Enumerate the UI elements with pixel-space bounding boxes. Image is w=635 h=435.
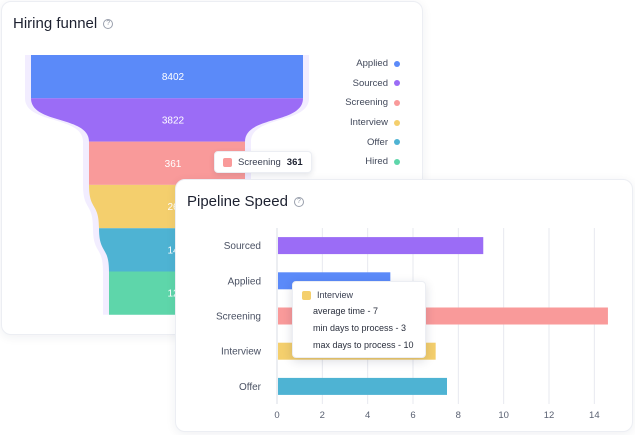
legend-item-offer[interactable]: Offer bbox=[345, 132, 400, 152]
funnel-stage-screening[interactable] bbox=[89, 141, 245, 185]
bar-sourced[interactable] bbox=[278, 237, 484, 255]
funnel-stage-sourced[interactable] bbox=[31, 98, 303, 142]
x-tick-label: 14 bbox=[589, 410, 600, 421]
x-tick-label: 0 bbox=[274, 410, 279, 421]
tooltip-swatch bbox=[302, 290, 311, 300]
legend-dot bbox=[394, 60, 400, 67]
legend-dot bbox=[394, 158, 400, 165]
pipeline-speed-title: Pipeline Speed bbox=[187, 193, 288, 210]
x-tick-label: 12 bbox=[544, 410, 555, 421]
funnel-value-label: 8402 bbox=[162, 72, 185, 83]
tooltip-line: average time - 7 bbox=[313, 305, 379, 316]
legend-dot bbox=[394, 139, 400, 146]
funnel-value-label: 361 bbox=[165, 159, 182, 170]
tooltip-series: Interview bbox=[317, 290, 354, 300]
pipeline-speed-card: Pipeline Speed ? 0 2 4 6 8 10 12 14 Sourced Appli… bbox=[175, 179, 633, 432]
tooltip-label: Screening bbox=[238, 156, 281, 168]
legend-label: Sourced bbox=[352, 77, 388, 89]
legend-item-screening[interactable]: Screening bbox=[345, 93, 400, 113]
legend-item-sourced[interactable]: Sourced bbox=[345, 74, 400, 94]
help-icon[interactable]: ? bbox=[293, 196, 304, 207]
y-category-label: Applied bbox=[228, 276, 261, 287]
x-tick-label: 2 bbox=[320, 410, 325, 421]
legend-item-interview[interactable]: Interview bbox=[345, 113, 400, 133]
legend-dot bbox=[394, 80, 400, 87]
y-category-label: Interview bbox=[221, 347, 262, 358]
legend-label: Screening bbox=[345, 97, 388, 109]
legend-dot bbox=[394, 99, 400, 106]
bar-offer[interactable] bbox=[278, 377, 447, 395]
tooltip-line: min days to process - 3 bbox=[313, 322, 407, 333]
tooltip-swatch bbox=[223, 157, 232, 167]
hiring-funnel-title: Hiring funnel bbox=[13, 15, 98, 32]
y-category-label: Sourced bbox=[224, 241, 261, 252]
help-icon[interactable]: ? bbox=[103, 18, 114, 29]
legend-dot bbox=[394, 119, 400, 126]
legend-label: Applied bbox=[356, 58, 388, 70]
funnel-value-label: 14 bbox=[167, 245, 179, 256]
legend-item-hired[interactable]: Hired bbox=[345, 152, 400, 172]
y-category-label: Offer bbox=[239, 382, 262, 393]
hiring-funnel-title-row: Hiring funnel ? bbox=[13, 15, 114, 32]
x-tick-label: 10 bbox=[498, 410, 509, 421]
legend-label: Hired bbox=[365, 156, 388, 168]
legend-item-applied[interactable]: Applied bbox=[345, 54, 400, 74]
pipeline-speed-title-row: Pipeline Speed ? bbox=[187, 193, 304, 210]
funnel-value-label: 26 bbox=[167, 202, 179, 213]
legend-label: Interview bbox=[349, 117, 388, 129]
speed-tooltip-header: Interview bbox=[293, 288, 425, 302]
hiring-funnel-card: Hiring funnel ? 8402 3822 361 26 14 12 Applie… bbox=[1, 1, 423, 335]
tooltip-value: 361 bbox=[286, 156, 303, 168]
y-category-label: Screening bbox=[216, 312, 261, 323]
funnel-value-label: 3822 bbox=[162, 115, 185, 126]
x-tick-label: 4 bbox=[365, 410, 370, 421]
funnel-tooltip: Screening 361 bbox=[214, 151, 312, 173]
funnel-legend: Applied Sourced Screening Interview Offer Hir… bbox=[345, 54, 400, 172]
funnel-stage-applied[interactable] bbox=[31, 55, 303, 99]
x-tick-label: 8 bbox=[456, 410, 461, 421]
x-tick-label: 6 bbox=[410, 410, 415, 421]
legend-label: Offer bbox=[367, 136, 388, 148]
tooltip-line: max days to process - 10 bbox=[313, 339, 414, 350]
speed-tooltip: Interview average time - 7 min days to p… bbox=[292, 281, 426, 358]
funnel-value-label: 12 bbox=[167, 289, 179, 300]
